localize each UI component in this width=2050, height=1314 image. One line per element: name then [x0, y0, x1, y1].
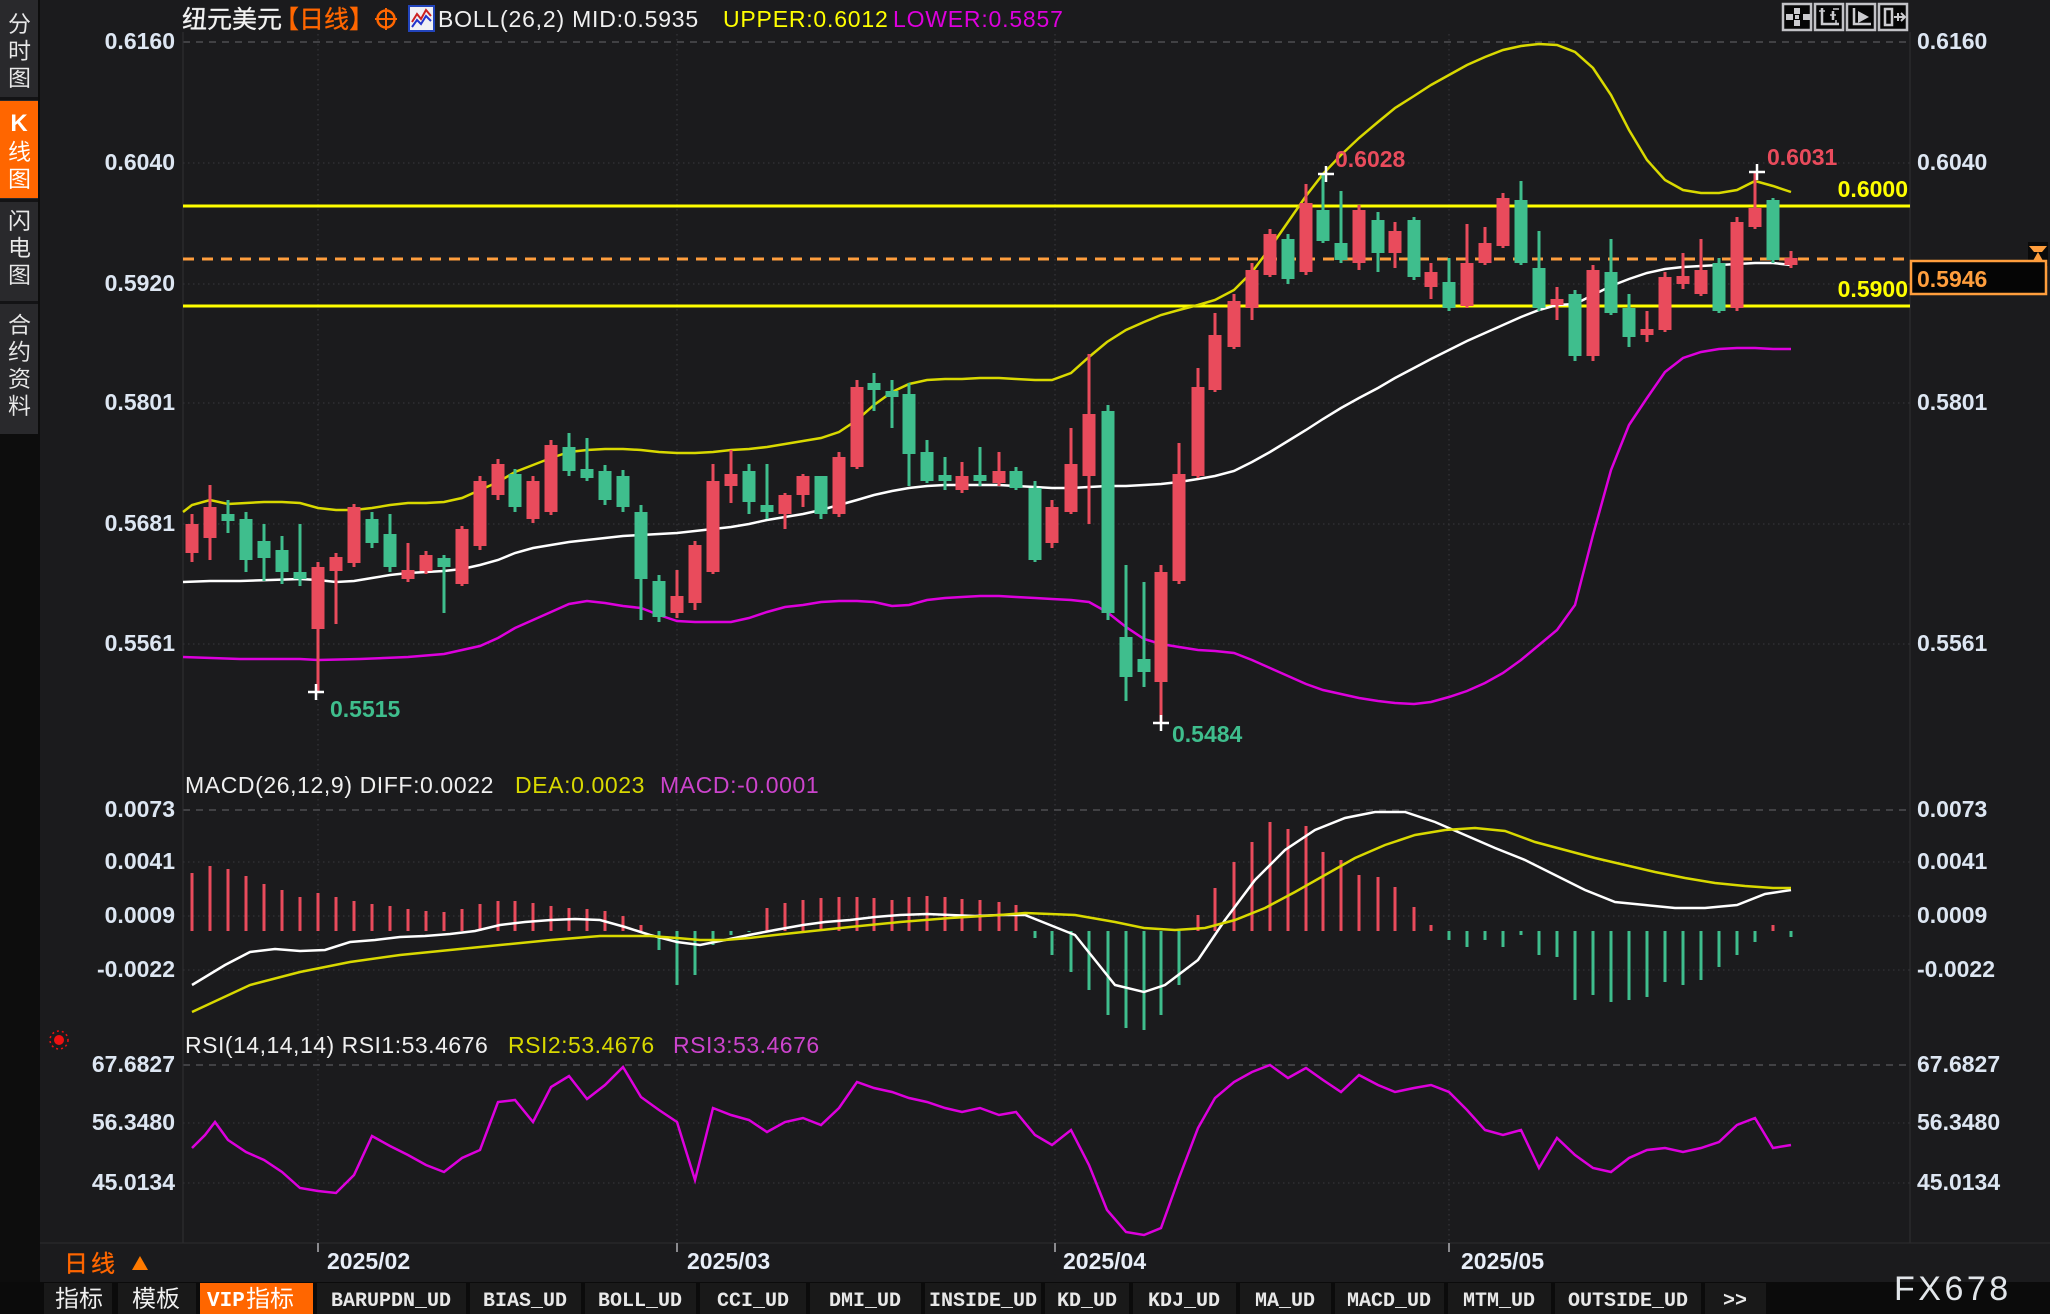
svg-text:BOLL(26,2) MID:0.5935: BOLL(26,2) MID:0.5935 — [438, 6, 699, 32]
svg-text:0.5920: 0.5920 — [105, 270, 175, 296]
svg-text:2025/03: 2025/03 — [687, 1248, 770, 1274]
svg-text:0.0073: 0.0073 — [1917, 796, 1987, 822]
svg-text:CCI_UD: CCI_UD — [717, 1290, 789, 1313]
svg-text:0.0009: 0.0009 — [1917, 902, 1987, 928]
svg-text:0.6031: 0.6031 — [1767, 144, 1838, 170]
svg-text:0.6160: 0.6160 — [1917, 28, 1987, 54]
svg-text:0.0041: 0.0041 — [1917, 848, 1988, 874]
svg-text:56.3480: 56.3480 — [1917, 1109, 2000, 1135]
svg-text:FX678: FX678 — [1894, 1270, 2012, 1308]
svg-text:UPPER:0.6012: UPPER:0.6012 — [723, 6, 889, 32]
svg-text:RSI2:53.4676: RSI2:53.4676 — [508, 1032, 655, 1058]
svg-text:0.5801: 0.5801 — [1917, 389, 1988, 415]
svg-text:2025/04: 2025/04 — [1063, 1248, 1146, 1274]
svg-text:0.5561: 0.5561 — [1917, 630, 1988, 656]
svg-text:0.5561: 0.5561 — [105, 630, 176, 656]
svg-text:-0.0022: -0.0022 — [97, 956, 175, 982]
svg-text:45.0134: 45.0134 — [92, 1169, 175, 1195]
svg-text:67.6827: 67.6827 — [1917, 1051, 2000, 1077]
svg-text:0.6160: 0.6160 — [105, 28, 175, 54]
svg-text:0.5801: 0.5801 — [105, 389, 176, 415]
svg-text:67.6827: 67.6827 — [92, 1051, 175, 1077]
svg-text:2025/02: 2025/02 — [327, 1248, 410, 1274]
svg-text:MA_UD: MA_UD — [1255, 1290, 1315, 1313]
svg-text:>>: >> — [1723, 1290, 1747, 1313]
svg-text:OUTSIDE_UD: OUTSIDE_UD — [1568, 1290, 1688, 1313]
svg-text:MACD_UD: MACD_UD — [1347, 1290, 1431, 1313]
svg-text:VIP: VIP — [207, 1290, 245, 1313]
svg-text:0.6000: 0.6000 — [1838, 176, 1908, 202]
svg-text:0.5681: 0.5681 — [105, 510, 176, 536]
svg-text:0.6028: 0.6028 — [1335, 146, 1406, 172]
svg-text:BARUPDN_UD: BARUPDN_UD — [331, 1290, 451, 1313]
svg-text:0.6040: 0.6040 — [105, 149, 175, 175]
svg-text:45.0134: 45.0134 — [1917, 1169, 2000, 1195]
svg-text:INSIDE_UD: INSIDE_UD — [929, 1290, 1037, 1313]
svg-text:0.0009: 0.0009 — [105, 902, 175, 928]
svg-text:MACD:-0.0001: MACD:-0.0001 — [660, 772, 819, 798]
svg-text:0.5946: 0.5946 — [1917, 266, 1987, 292]
svg-text:BOLL_UD: BOLL_UD — [598, 1290, 682, 1313]
svg-text:-0.0022: -0.0022 — [1917, 956, 1995, 982]
svg-text:56.3480: 56.3480 — [92, 1109, 175, 1135]
svg-text:0.5900: 0.5900 — [1838, 276, 1908, 302]
svg-text:0.6040: 0.6040 — [1917, 149, 1987, 175]
svg-text:0.5484: 0.5484 — [1172, 721, 1243, 747]
svg-text:DMI_UD: DMI_UD — [829, 1290, 901, 1313]
svg-text:0.0073: 0.0073 — [105, 796, 175, 822]
svg-text:KDJ_UD: KDJ_UD — [1148, 1290, 1220, 1313]
svg-text:RSI(14,14,14) RSI1:53.4676: RSI(14,14,14) RSI1:53.4676 — [185, 1032, 488, 1058]
svg-text:KD_UD: KD_UD — [1057, 1290, 1117, 1313]
svg-text:K: K — [10, 110, 28, 137]
svg-text:MACD(26,12,9) DIFF:0.0022: MACD(26,12,9) DIFF:0.0022 — [185, 772, 494, 798]
svg-text:LOWER:0.5857: LOWER:0.5857 — [893, 6, 1064, 32]
svg-text:0.0041: 0.0041 — [105, 848, 176, 874]
svg-text:BIAS_UD: BIAS_UD — [483, 1290, 567, 1313]
svg-text:RSI3:53.4676: RSI3:53.4676 — [673, 1032, 820, 1058]
svg-text:MTM_UD: MTM_UD — [1463, 1290, 1535, 1313]
svg-text:0.5515: 0.5515 — [330, 696, 401, 722]
svg-text:DEA:0.0023: DEA:0.0023 — [515, 772, 645, 798]
svg-text:2025/05: 2025/05 — [1461, 1248, 1544, 1274]
